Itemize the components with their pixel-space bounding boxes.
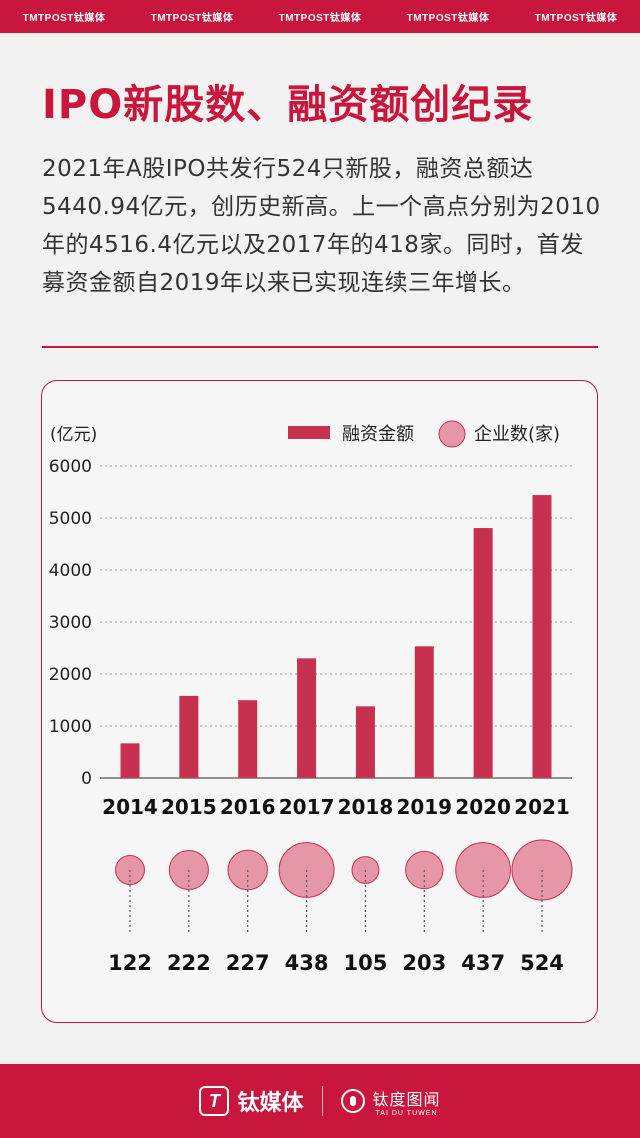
y-tick-label: 0 — [81, 769, 92, 789]
bar — [355, 706, 375, 778]
x-tick-label: 2019 — [396, 795, 452, 819]
tmtpost-logo-text: 钛媒体 — [237, 1091, 304, 1116]
y-tick-label: 3000 — [49, 613, 92, 633]
taidu-logo: 钛度图闻 TAI DU TUWEN — [340, 1086, 441, 1117]
y-tick-label: 4000 — [49, 561, 92, 581]
tmtpost-logo: T 钛媒体 — [199, 1085, 304, 1117]
x-tick-label: 2021 — [514, 795, 570, 819]
watermark-text: TMTPOST钛媒体 — [406, 13, 490, 24]
bar — [179, 695, 199, 778]
chart-svg: (亿元) 0 1000 2000 3000 4000 5000 6000 融资金额 企业数(家) 2… — [49, 420, 573, 975]
description-text: 2021年A股IPO共发行524只新股，融资总额达5440.94亿元，创历史新高… — [42, 156, 601, 296]
bubble-data-label: 438 — [285, 951, 329, 975]
tmtpost-logo-icon: T — [199, 1086, 230, 1116]
top-watermark-bar: TMTPOST钛媒体 TMTPOST钛媒体 TMTPOST钛媒体 TMTPOST… — [0, 0, 640, 33]
bar — [297, 658, 317, 778]
y-tick-label: 2000 — [49, 665, 92, 685]
legend-label-bar: 融资金额 — [342, 424, 414, 445]
x-tick-label: 2018 — [338, 795, 394, 819]
taidu-logo-cn: 钛度图闻 — [372, 1089, 441, 1109]
bar — [532, 495, 552, 778]
y-tick-label: 6000 — [49, 457, 92, 477]
bar — [414, 646, 434, 778]
bubble-data-label: 524 — [520, 951, 564, 975]
watermark-text: TMTPOST钛媒体 — [278, 13, 362, 24]
footer-bar: T 钛媒体 钛度图闻 TAI DU TUWEN — [0, 1064, 640, 1138]
bubble-data-label: 122 — [108, 951, 152, 975]
bubble-data-label: 222 — [167, 951, 211, 975]
x-tick-label: 2017 — [279, 795, 335, 819]
page-title: IPO新股数、融资额创纪录 — [42, 82, 534, 128]
chart-panel — [41, 380, 598, 1023]
bar — [238, 700, 258, 778]
bubble-data-label: 227 — [226, 951, 270, 975]
bubble-data-label: 203 — [402, 951, 446, 975]
x-tick-label: 2014 — [102, 795, 158, 819]
bubble-data-label: 105 — [344, 951, 388, 975]
watermark-text: TMTPOST钛媒体 — [22, 13, 106, 24]
legend-label-bubble: 企业数(家) — [474, 424, 560, 445]
eye-icon — [340, 1089, 365, 1113]
y-tick-label: 1000 — [49, 717, 92, 737]
bar — [473, 528, 493, 778]
legend-swatch-bar — [288, 426, 330, 439]
x-tick-label: 2016 — [220, 795, 276, 819]
taidu-logo-en: TAI DU TUWEN — [375, 1109, 438, 1117]
legend-swatch-bubble — [438, 420, 466, 448]
x-tick-label: 2015 — [161, 795, 217, 819]
y-tick-label: 5000 — [49, 509, 92, 529]
x-tick-label: 2020 — [455, 795, 511, 819]
bar — [120, 743, 140, 778]
title-divider — [42, 346, 598, 348]
watermark-text: TMTPOST钛媒体 — [150, 13, 234, 24]
watermark-text: TMTPOST钛媒体 — [534, 13, 618, 24]
footer-separator — [321, 1086, 323, 1116]
bubble-data-label: 437 — [461, 951, 505, 975]
y-axis-label: (亿元) — [50, 425, 97, 445]
